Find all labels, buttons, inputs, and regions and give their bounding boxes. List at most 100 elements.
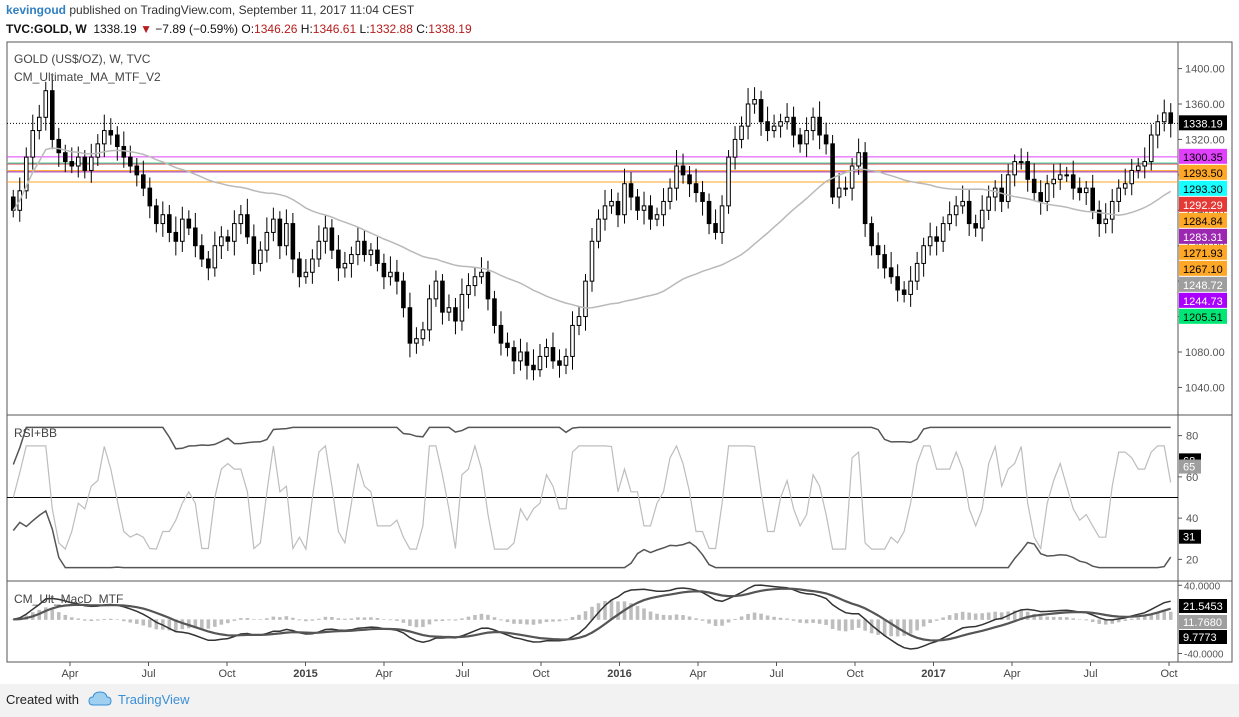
candle: [674, 165, 679, 189]
macd-histogram-bar: [382, 619, 386, 620]
macd-histogram-bar: [1071, 618, 1075, 620]
candle: [349, 254, 354, 264]
candle: [492, 298, 497, 326]
candle: [596, 218, 601, 242]
candle: [882, 254, 887, 269]
macd-histogram-bar: [213, 619, 217, 627]
macd-value-label: 11.7680: [1183, 617, 1222, 629]
rsi-lower-band: [12, 509, 1172, 569]
macd-histogram-bar: [56, 612, 61, 620]
candle: [1090, 187, 1096, 211]
macd-histogram-bar: [726, 619, 731, 623]
footer: Created with TradingView: [0, 684, 1239, 717]
macd-histogram-bar: [694, 618, 698, 620]
macd-histogram-bar: [798, 619, 802, 623]
macd-histogram-bar: [440, 619, 445, 622]
macd-histogram-bar: [837, 619, 841, 631]
macd-histogram-bar: [577, 614, 581, 620]
level-label-bg: [1179, 308, 1227, 324]
candle: [667, 187, 673, 202]
macd-histogram-bar: [603, 600, 607, 620]
high-label: H:: [300, 22, 313, 36]
candle: [160, 214, 166, 225]
high-value: 1346.61: [312, 22, 357, 36]
macd-histogram-bar: [141, 619, 146, 626]
candle: [206, 258, 211, 269]
author-link[interactable]: kevingoud: [6, 3, 67, 17]
macd-histogram-bar: [999, 612, 1004, 620]
macd-histogram-bar: [122, 619, 126, 622]
macd-histogram-bar: [1012, 610, 1017, 620]
macd-histogram-bar: [609, 600, 614, 620]
candle: [225, 236, 231, 242]
macd-value-label: 9.7773: [1183, 632, 1217, 644]
candle: [414, 338, 419, 344]
macd-histogram-bar: [1084, 619, 1089, 621]
candle: [550, 347, 556, 362]
level-label: 1271.93: [1183, 248, 1223, 260]
x-tick-label: Jul: [769, 668, 783, 680]
candle: [1103, 218, 1109, 225]
slow-ma-line: [12, 147, 1172, 309]
macd-histogram-bar: [291, 617, 295, 620]
chart-area[interactable]: 1400.001360.001320.001280.001240.001200.…: [0, 0, 1239, 684]
macd-histogram-bar: [245, 618, 250, 620]
macd-histogram-bar: [772, 616, 776, 620]
candle: [908, 280, 913, 295]
candle: [193, 227, 198, 247]
candle: [427, 298, 432, 331]
macd-histogram-bar: [635, 606, 640, 620]
macd-histogram-bar: [882, 619, 887, 636]
x-tick-label: 2017: [921, 668, 945, 680]
candle: [498, 324, 504, 344]
candle: [817, 116, 822, 136]
candle: [355, 240, 361, 256]
candle: [856, 152, 861, 167]
candle: [804, 130, 809, 145]
macd-histogram-bar: [551, 619, 555, 622]
candle: [518, 351, 523, 362]
macd-histogram-bar: [941, 617, 945, 620]
candle: [609, 200, 614, 207]
candle: [1070, 174, 1076, 189]
macd-histogram-bar: [102, 618, 107, 620]
macd-histogram-bar: [1103, 619, 1108, 625]
tradingview-brand-link[interactable]: TradingView: [118, 692, 190, 707]
macd-histogram-bar: [661, 614, 666, 620]
macd-histogram-bar: [297, 619, 302, 621]
candle: [219, 236, 224, 247]
candle: [687, 174, 692, 185]
x-tick-label: Oct: [218, 668, 235, 680]
candle: [914, 262, 920, 282]
last-price: 1338.19: [93, 22, 137, 36]
level-label: 1283.31: [1183, 232, 1223, 244]
level-label: 1267.10: [1183, 264, 1223, 276]
symbol-name: TVC:GOLD, W: [6, 22, 87, 36]
level-label: 1293.50: [1183, 168, 1223, 180]
macd-histogram-bar: [876, 619, 880, 635]
macd-histogram-bar: [167, 619, 172, 631]
candle: [901, 289, 907, 295]
candle: [238, 214, 244, 225]
level-label: 1338.19: [1183, 118, 1223, 130]
candle: [927, 236, 933, 247]
x-tick-label: 2016: [607, 668, 631, 680]
macd-histogram-bar: [1129, 618, 1134, 620]
level-label: 1292.29: [1183, 200, 1223, 212]
macd-histogram-bar: [1045, 616, 1049, 620]
macd-histogram-bar: [421, 619, 425, 627]
candle: [167, 214, 172, 233]
candle: [589, 240, 595, 282]
x-tick-label: Apr: [689, 668, 706, 680]
candle: [1005, 174, 1011, 202]
candle: [628, 183, 634, 198]
candle: [401, 280, 406, 309]
macd-histogram-bar: [863, 619, 867, 631]
macd-histogram-bar: [1136, 617, 1141, 620]
x-tick-label: Jul: [1083, 668, 1097, 680]
macd-histogram-bar: [278, 617, 282, 620]
macd-histogram-bar: [687, 616, 692, 620]
rsi-label-bg: [1179, 529, 1201, 544]
candle: [342, 262, 348, 269]
candle: [1044, 183, 1050, 202]
